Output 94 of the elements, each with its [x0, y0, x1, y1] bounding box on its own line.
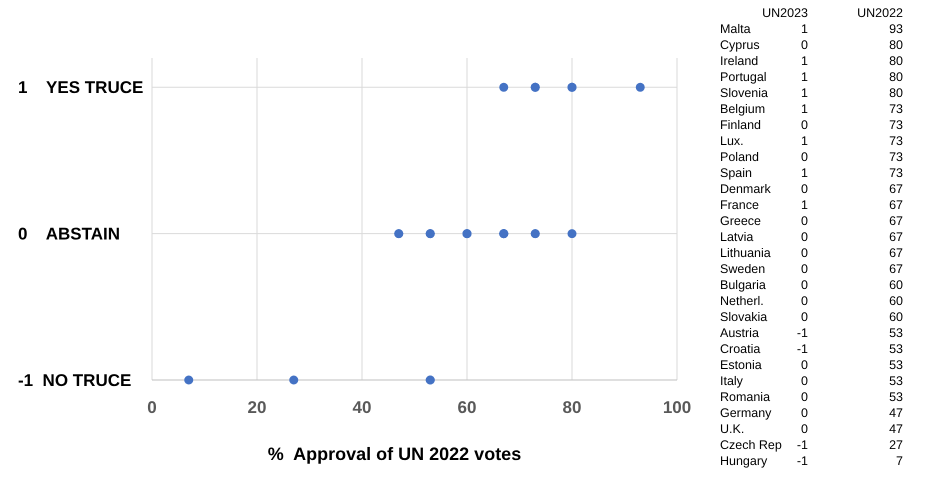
category-label: Ireland	[720, 54, 758, 68]
data-label: 80	[889, 86, 904, 100]
category-label: Romania	[720, 390, 770, 404]
data-label: 0	[801, 118, 808, 132]
category-label: Hungary	[720, 454, 768, 468]
data-label: 53	[889, 358, 904, 372]
data-label: 53	[889, 326, 904, 340]
data-label: 0	[801, 262, 808, 276]
data-label: 1	[801, 54, 808, 68]
category-label: Lux.	[720, 134, 744, 148]
category-label: Italy	[720, 374, 744, 388]
y-tick-label: -1 NO TRUCE	[18, 370, 132, 390]
text: UN2022	[857, 6, 904, 20]
data-label: 1	[801, 70, 808, 84]
category-label: Czech Rep	[720, 438, 782, 452]
data-label: 0	[801, 294, 808, 308]
x-tick-label: 40	[352, 398, 372, 417]
data-label: 80	[889, 70, 904, 84]
data-label: 0	[801, 38, 808, 52]
category-label: Croatia	[720, 342, 760, 356]
x-axis-title: % Approval of UN 2022 votes	[268, 444, 522, 464]
data-label: 1	[801, 102, 808, 116]
data-label: 73	[889, 150, 904, 164]
category-label: Netherl.	[720, 294, 764, 308]
category-label: France	[720, 198, 759, 212]
category-label: Finland	[720, 118, 762, 132]
category-label: Slovakia	[720, 310, 768, 324]
data-label: 67	[889, 246, 904, 260]
category-label: Portugal	[720, 70, 767, 84]
data-label: 0	[801, 182, 808, 196]
data-label: 27	[889, 438, 904, 452]
data-label: -1	[796, 438, 808, 452]
data-label: 80	[889, 38, 904, 52]
data-label: 73	[889, 134, 904, 148]
text: UN2023	[762, 6, 808, 20]
data-label: -1	[796, 326, 808, 340]
y-tick-label: 1 YES TRUCE	[18, 78, 144, 98]
category-label: U.K.	[720, 422, 744, 436]
data-label: 53	[889, 374, 904, 388]
x-tick-label: 80	[562, 398, 582, 417]
data-label: 0	[801, 358, 808, 372]
data-label: -1	[796, 342, 808, 356]
data-label: 73	[889, 102, 904, 116]
data-label: 53	[889, 390, 904, 404]
x-tick-label: 100	[662, 398, 692, 417]
data-label: 67	[889, 230, 904, 244]
category-label: Cyprus	[720, 38, 760, 52]
data-label: 47	[889, 422, 904, 436]
data-label: 1	[801, 22, 808, 36]
data-label: 60	[889, 310, 904, 324]
data-label: 93	[889, 22, 904, 36]
data-label: 53	[889, 342, 904, 356]
data-label: 0	[801, 214, 808, 228]
data-label: 67	[889, 262, 904, 276]
data-label: 60	[889, 278, 904, 292]
x-tick-label: 20	[248, 398, 266, 417]
data-label: 60	[889, 294, 904, 308]
data-label: 73	[889, 166, 904, 180]
category-label: Malta	[720, 22, 751, 36]
category-label: Slovenia	[720, 86, 768, 100]
category-label: Germany	[720, 406, 772, 420]
category-label: Sweden	[720, 262, 766, 276]
data-label: 0	[801, 150, 808, 164]
category-label: Greece	[720, 214, 762, 228]
y-tick-label: 0 ABSTAIN	[18, 224, 120, 244]
category-label: Latvia	[720, 230, 754, 244]
data-label: 0	[801, 278, 808, 292]
data-label: 67	[889, 198, 904, 212]
data-label: 1	[801, 166, 808, 180]
data-label: 73	[889, 118, 904, 132]
data-label: 1	[801, 198, 808, 212]
data-label: -1	[796, 454, 808, 468]
data-label: 1	[801, 86, 808, 100]
category-label: Poland	[720, 150, 759, 164]
category-label: Lithuania	[720, 246, 771, 260]
data-label: 67	[889, 214, 904, 228]
category-label: Spain	[720, 166, 752, 180]
data-label: 47	[889, 406, 904, 420]
data-label: 0	[801, 310, 808, 324]
category-label: Denmark	[720, 182, 772, 196]
x-tick-label: 60	[458, 398, 476, 417]
data-label: 0	[801, 374, 808, 388]
data-label: 0	[801, 230, 808, 244]
data-label: 0	[801, 246, 808, 260]
data-label: 67	[889, 182, 904, 196]
category-label: Bulgaria	[720, 278, 766, 292]
data-label: 7	[896, 454, 904, 468]
category-label: Austria	[720, 326, 759, 340]
data-label: 80	[889, 54, 904, 68]
data-label: 1	[801, 134, 808, 148]
x-tick-label: 0	[147, 398, 157, 417]
category-label: Estonia	[720, 358, 762, 372]
data-label: 0	[801, 422, 808, 436]
category-label: Belgium	[720, 102, 766, 116]
